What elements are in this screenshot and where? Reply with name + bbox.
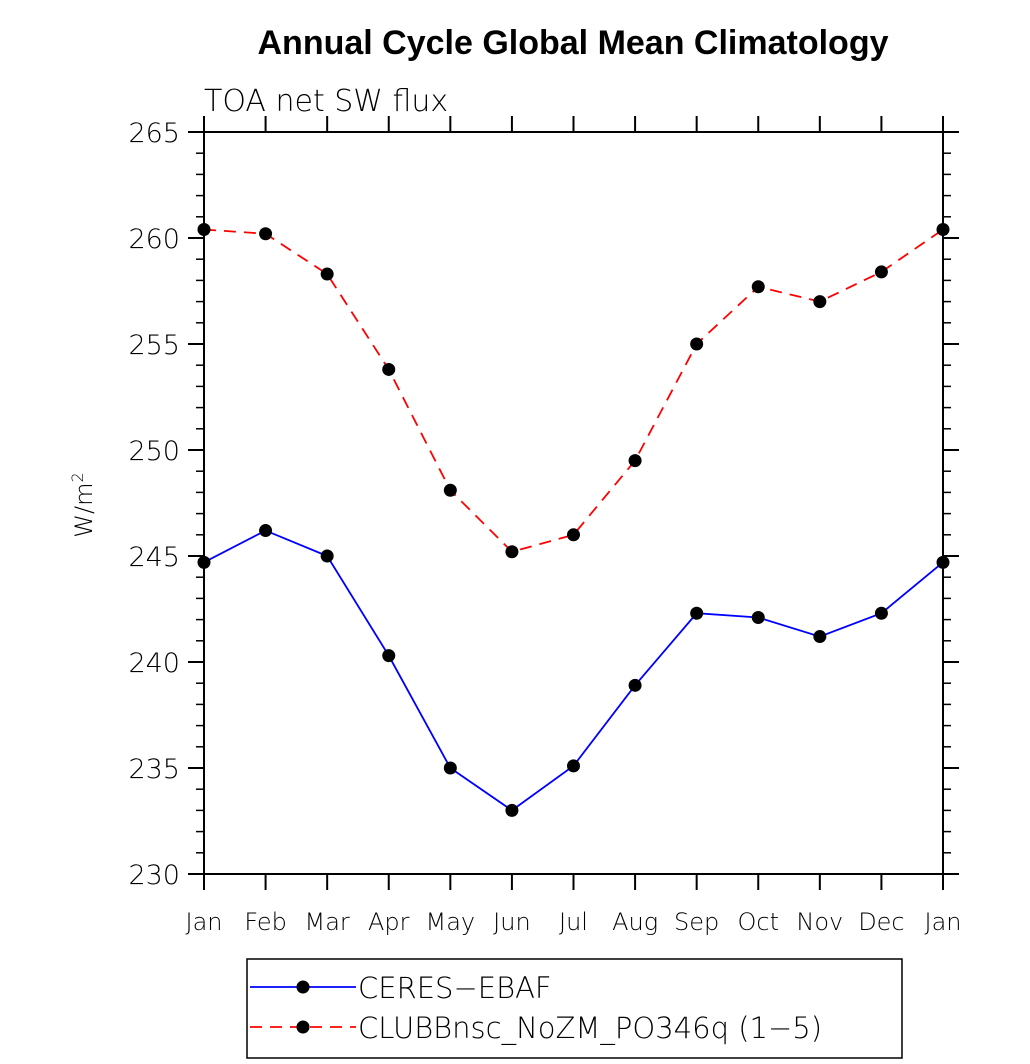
y-tick-label: 260 — [128, 224, 180, 255]
legend-label: CERES−EBAF — [358, 971, 552, 1005]
data-point — [259, 524, 273, 538]
x-tick-label: Dec — [858, 908, 904, 936]
y-tick-label: 230 — [128, 860, 180, 891]
legend-box — [246, 958, 903, 1059]
y-tick-labels: 230 235 240 245 250 255 260 265 — [128, 118, 180, 891]
x-tick-label: Jul — [559, 908, 588, 936]
plot-frame — [203, 131, 944, 875]
data-point — [443, 761, 457, 775]
data-point — [690, 337, 704, 351]
y-axis-label-base: W/m — [70, 482, 98, 537]
chart-title: Annual Cycle Global Mean Climatology — [258, 24, 889, 62]
data-point — [813, 630, 827, 644]
x-tick-label: Jun — [493, 908, 531, 936]
data-point — [628, 454, 642, 468]
x-tick-label: Sep — [674, 908, 719, 936]
y-axis-label: W/m2 — [68, 472, 98, 537]
data-point — [382, 362, 396, 376]
legend-label: CLUBBnsc_NoZM_PO346q (1−5) — [358, 1011, 822, 1046]
legend: CERES−EBAF CLUBBnsc_NoZM_PO346q (1−5) — [246, 958, 903, 1059]
data-point — [690, 606, 704, 620]
x-tick-label: Mar — [305, 908, 350, 936]
y-tick-label: 255 — [128, 330, 180, 361]
data-point — [628, 678, 642, 692]
series-line — [203, 228, 944, 553]
axis-ticks — [188, 116, 959, 890]
data-point — [320, 549, 334, 563]
legend-marker — [296, 980, 310, 994]
data-point — [567, 528, 580, 542]
y-tick-label: 245 — [128, 542, 180, 573]
x-tick-labels: Jan Feb Mar Apr May Jun Jul Aug Sep Oct Nov Dec Jan — [186, 908, 962, 936]
x-tick-label: Apr — [368, 908, 410, 936]
x-tick-label: Aug — [612, 908, 658, 936]
data-point — [874, 265, 888, 279]
x-tick-label: May — [426, 908, 476, 936]
y-axis-label-superscript: 2 — [68, 472, 87, 482]
data-point — [751, 610, 765, 624]
x-tick-label: Nov — [796, 908, 843, 936]
series-1 — [197, 524, 950, 817]
y-tick-label: 240 — [128, 648, 180, 679]
series-2 — [197, 223, 950, 559]
data-point — [259, 227, 273, 241]
legend-marker — [296, 1020, 310, 1034]
y-tick-label: 265 — [128, 118, 180, 149]
data-point — [320, 267, 334, 281]
y-tick-label: 250 — [128, 436, 180, 467]
data-point — [443, 483, 457, 497]
chart-subtitle: TOA net SW flux — [204, 84, 448, 119]
data-point — [382, 649, 396, 663]
x-tick-label: Jan — [186, 908, 223, 936]
series-layer — [197, 223, 950, 817]
legend-items: CERES−EBAF CLUBBnsc_NoZM_PO346q (1−5) — [250, 971, 822, 1046]
data-point — [567, 759, 580, 773]
data-point — [813, 295, 827, 309]
x-tick-label: Feb — [244, 908, 287, 936]
data-point — [505, 803, 519, 817]
data-point — [505, 545, 519, 559]
data-point — [874, 606, 888, 620]
data-point — [751, 280, 765, 294]
x-tick-label: Jan — [925, 908, 962, 936]
x-tick-label: Oct — [738, 908, 780, 936]
y-tick-label: 235 — [128, 754, 180, 785]
